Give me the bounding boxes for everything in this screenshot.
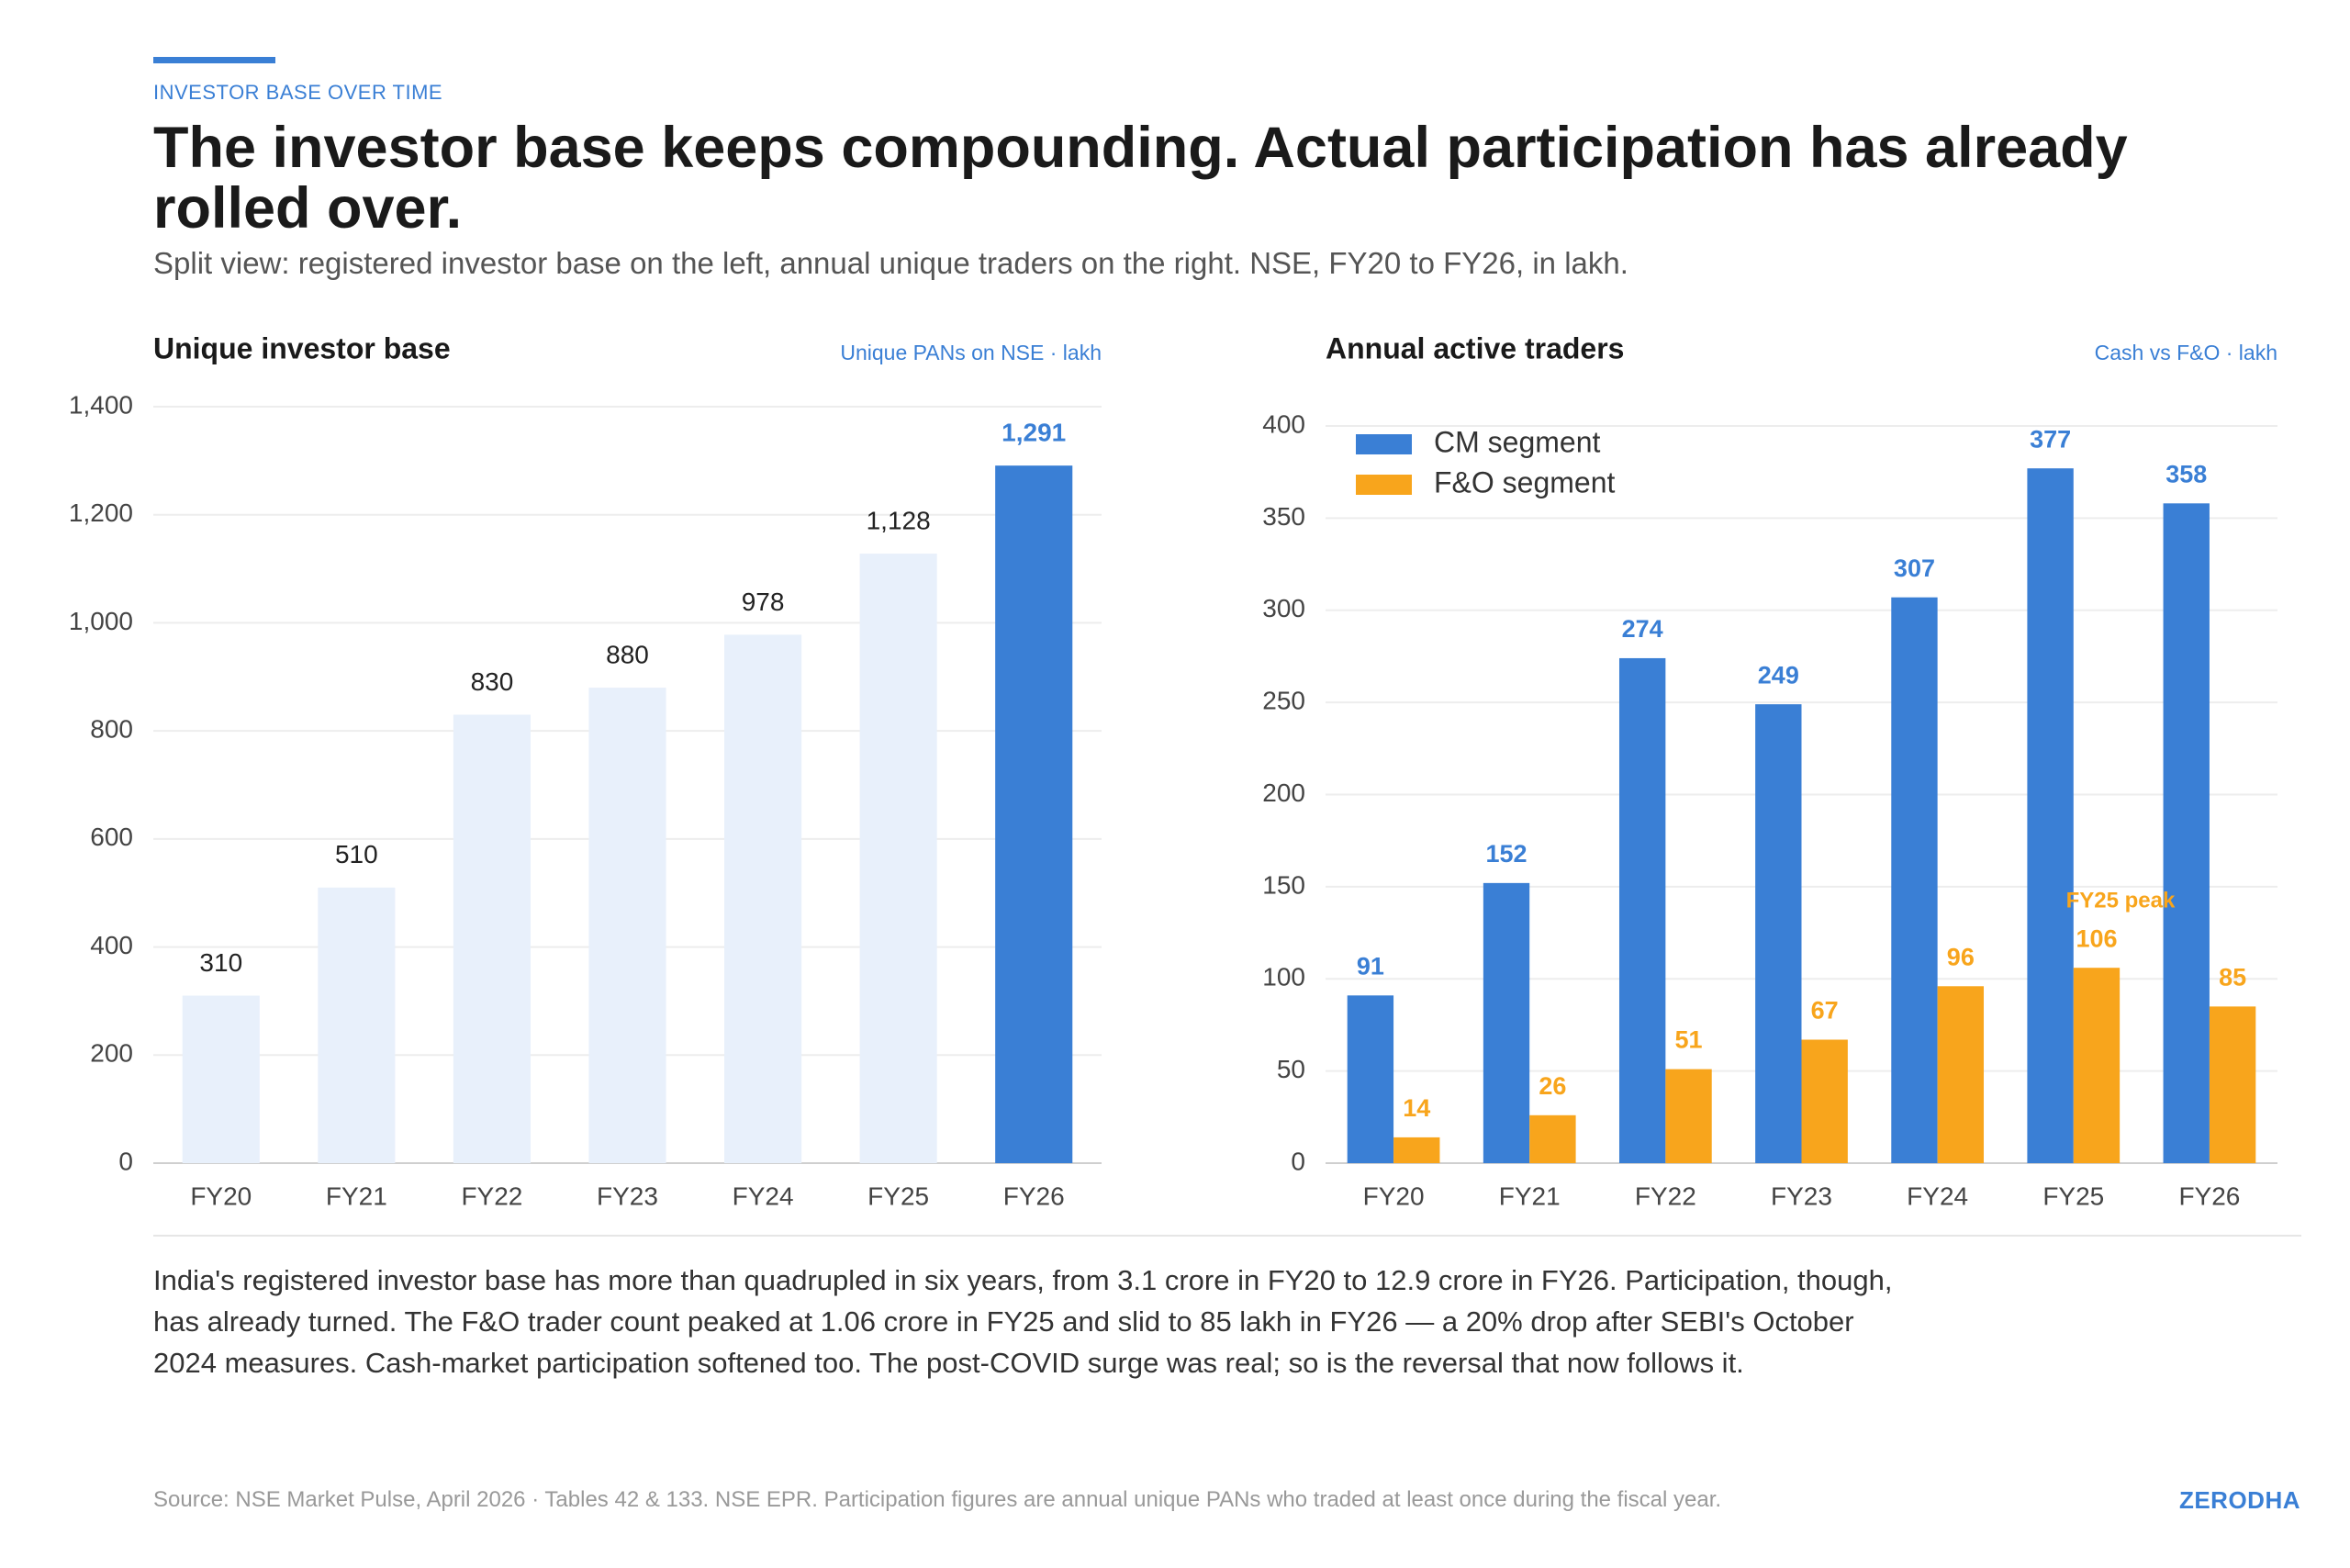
body-text: India's registered investor base has mor… (153, 1264, 1893, 1379)
legend-label: CM segment (1434, 425, 1601, 458)
y-tick-label: 600 (90, 823, 133, 851)
legend-label: F&O segment (1434, 465, 1616, 498)
value-label: 310 (199, 948, 242, 977)
y-tick-label: 1,200 (69, 498, 133, 527)
value-label: 510 (335, 840, 378, 868)
y-tick-label: 300 (1262, 594, 1305, 622)
y-tick-label: 200 (90, 1039, 133, 1068)
accent-bar (153, 57, 275, 63)
annotation: FY25 peak (2066, 889, 2176, 913)
bar (318, 887, 396, 1163)
value-label: 51 (1675, 1026, 1703, 1054)
source-note: Source: NSE Market Pulse, April 2026 · T… (153, 1487, 1722, 1512)
y-tick-label: 1,000 (69, 607, 133, 635)
page-subtitle: Split view: registered investor base on … (153, 246, 1628, 280)
y-tick-label: 800 (90, 715, 133, 744)
bar (453, 714, 531, 1163)
bar (182, 995, 260, 1163)
y-tick-label: 0 (118, 1147, 133, 1175)
value-label: 152 (1485, 840, 1527, 868)
value-label: 14 (1403, 1094, 1430, 1122)
value-label: 67 (1811, 997, 1839, 1025)
y-tick-label: 250 (1262, 687, 1305, 715)
value-label: 85 (2219, 963, 2246, 991)
bar (1483, 882, 1530, 1163)
value-label: 377 (2030, 425, 2071, 453)
bar (2163, 503, 2210, 1163)
value-label: 1,291 (1002, 419, 1066, 447)
y-tick-label: 0 (1291, 1147, 1305, 1175)
chart-subtitle: Unique PANs on NSE · lakh (840, 341, 1102, 364)
bar (1529, 1114, 1576, 1163)
x-tick-label: FY23 (1771, 1182, 1832, 1210)
value-label: 26 (1539, 1072, 1566, 1100)
x-tick-label: FY20 (1363, 1182, 1425, 1210)
y-tick-label: 150 (1262, 870, 1305, 899)
y-tick-label: 350 (1262, 502, 1305, 531)
y-tick-label: 400 (1262, 409, 1305, 438)
value-label: 358 (2165, 460, 2207, 487)
brand: ZERODHA (2178, 1486, 2300, 1514)
bar (2209, 1006, 2256, 1163)
value-label: 274 (1622, 615, 1663, 643)
bar (1801, 1039, 1848, 1163)
x-tick-label: FY22 (461, 1182, 522, 1210)
y-tick-label: 400 (90, 931, 133, 959)
bar (995, 465, 1073, 1163)
x-tick-label: FY21 (326, 1182, 387, 1210)
bar (1937, 986, 1985, 1163)
x-tick-label: FY22 (1635, 1182, 1696, 1210)
y-tick-label: 1,400 (69, 390, 133, 419)
charts: Unique investor base Unique PANs on NSE ·… (69, 331, 2277, 1210)
bar (2073, 968, 2121, 1163)
page-title: The investor base keeps compounding. Act… (153, 116, 2128, 241)
bar (724, 634, 802, 1163)
bar (1393, 1137, 1440, 1163)
bar (1618, 657, 1666, 1163)
x-tick-label: FY23 (597, 1182, 658, 1210)
x-tick-label: FY26 (1003, 1182, 1065, 1210)
y-tick-label: 100 (1262, 963, 1305, 991)
bar (1665, 1069, 1712, 1163)
value-label: 978 (742, 588, 785, 616)
value-label: 307 (1894, 554, 1935, 582)
chart-title: Annual active traders (1326, 331, 1624, 364)
value-label: 91 (1357, 952, 1384, 980)
value-label: 96 (1947, 943, 1975, 970)
legend-swatch (1356, 434, 1412, 454)
value-label: 1,128 (867, 506, 931, 534)
x-tick-label: FY25 (867, 1182, 929, 1210)
x-tick-label: FY26 (2178, 1182, 2240, 1210)
bar (1755, 704, 1802, 1163)
eyebrow: INVESTOR BASE OVER TIME (153, 81, 443, 104)
legend-swatch (1356, 475, 1412, 495)
value-label: 880 (606, 640, 649, 668)
bar (588, 688, 666, 1163)
x-tick-label: FY24 (1907, 1182, 1968, 1210)
chart-subtitle: Cash vs F&O · lakh (2095, 341, 2277, 364)
bar (859, 554, 937, 1163)
chart-title: Unique investor base (153, 331, 451, 364)
y-tick-label: 50 (1277, 1055, 1305, 1083)
value-label: 106 (2076, 924, 2117, 952)
y-tick-label: 200 (1262, 778, 1305, 807)
x-tick-label: FY21 (1499, 1182, 1561, 1210)
x-tick-label: FY24 (733, 1182, 794, 1210)
bar (1891, 597, 1938, 1163)
divider (153, 1235, 2301, 1237)
bar (2027, 468, 2074, 1163)
x-tick-label: FY25 (2042, 1182, 2104, 1210)
value-label: 830 (471, 667, 514, 696)
x-tick-label: FY20 (190, 1182, 252, 1210)
bar (1347, 995, 1394, 1163)
value-label: 249 (1758, 661, 1799, 689)
